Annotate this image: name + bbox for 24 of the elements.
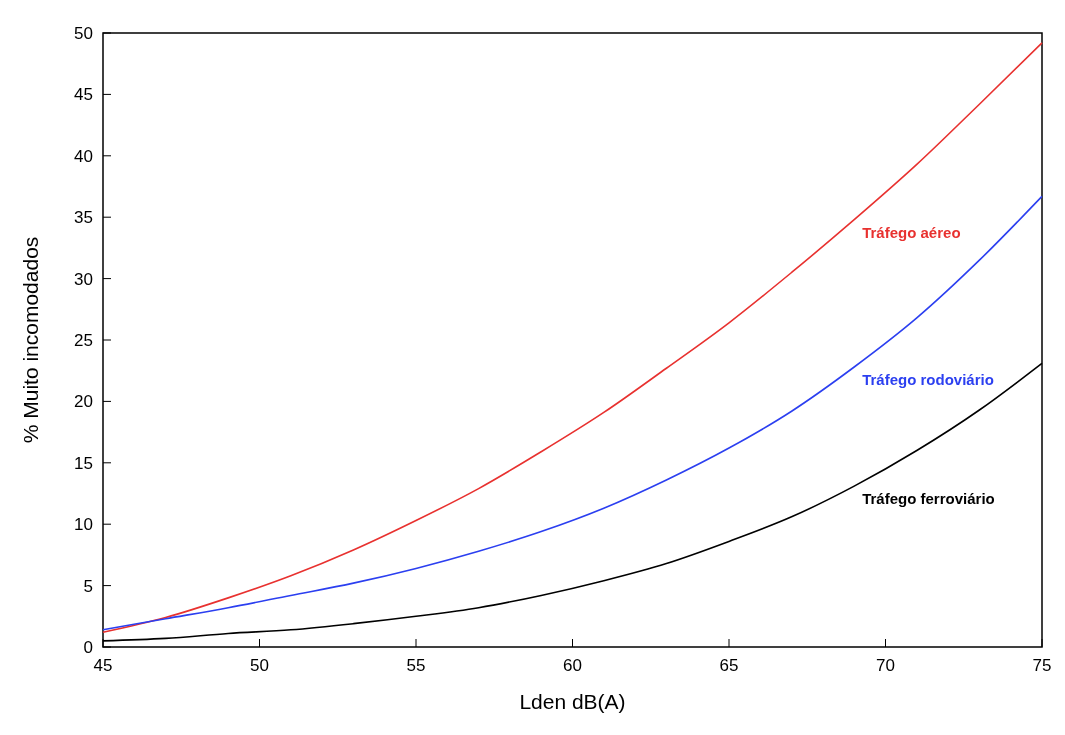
x-tick-label: 55 [406, 656, 426, 675]
x-tick-label: 50 [250, 656, 269, 675]
y-tick-label: 10 [74, 515, 93, 535]
series-label: Tráfego aéreo [862, 223, 961, 241]
x-tick-label: 65 [719, 656, 739, 675]
y-axis-title: % Muito incomodados [19, 236, 42, 444]
y-tick-label: 50 [74, 23, 93, 43]
y-tick-label: 20 [74, 392, 93, 412]
y-tick-label: 15 [74, 453, 93, 473]
y-tick-label: 35 [74, 208, 93, 228]
y-tick-label: 5 [83, 576, 93, 596]
series-label: Tráfego rodoviário [862, 371, 994, 389]
y-tick-label: 40 [74, 146, 93, 166]
y-tick-label: 25 [74, 330, 93, 350]
line-series [102, 42, 1043, 634]
x-tick-label: 70 [876, 656, 895, 675]
series-label: Tráfego ferroviário [862, 490, 995, 508]
x-tick-label: 60 [563, 656, 582, 675]
y-tick-label: 45 [74, 85, 93, 105]
y-tick-label: 30 [74, 269, 93, 289]
x-axis-title: Lden dB(A) [519, 690, 626, 713]
y-tick-label: 0 [83, 637, 93, 657]
x-tick-label: 75 [1032, 656, 1052, 675]
line-series [102, 195, 1043, 631]
